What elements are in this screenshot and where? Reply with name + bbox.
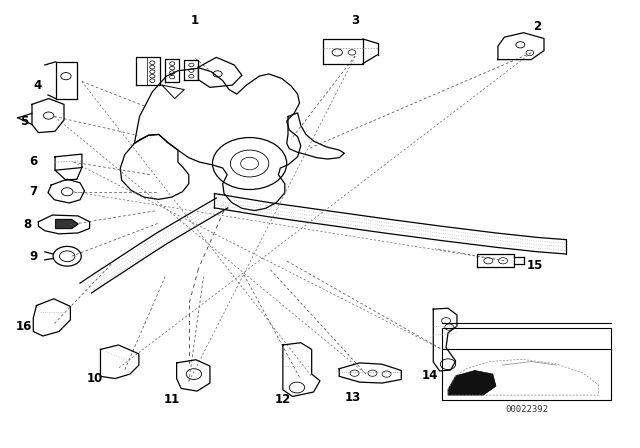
Text: 6: 6 [29,155,37,168]
Text: 14: 14 [422,369,438,382]
Polygon shape [56,220,78,228]
Text: 3: 3 [351,13,359,27]
Text: 9: 9 [29,250,37,263]
Text: 00022392: 00022392 [505,405,548,414]
Text: 4: 4 [33,78,41,92]
Text: 12: 12 [275,393,291,406]
Text: 11: 11 [163,393,180,406]
Text: 10: 10 [86,372,103,385]
Text: 5: 5 [20,115,28,129]
Text: 8: 8 [23,217,31,231]
Text: 2: 2 [534,20,541,34]
Text: 7: 7 [29,185,37,198]
Text: 16: 16 [16,319,33,333]
Text: 1: 1 [191,13,199,27]
Text: 15: 15 [526,258,543,272]
Polygon shape [448,370,496,395]
Bar [442,328,611,400]
Text: 13: 13 [345,391,362,405]
